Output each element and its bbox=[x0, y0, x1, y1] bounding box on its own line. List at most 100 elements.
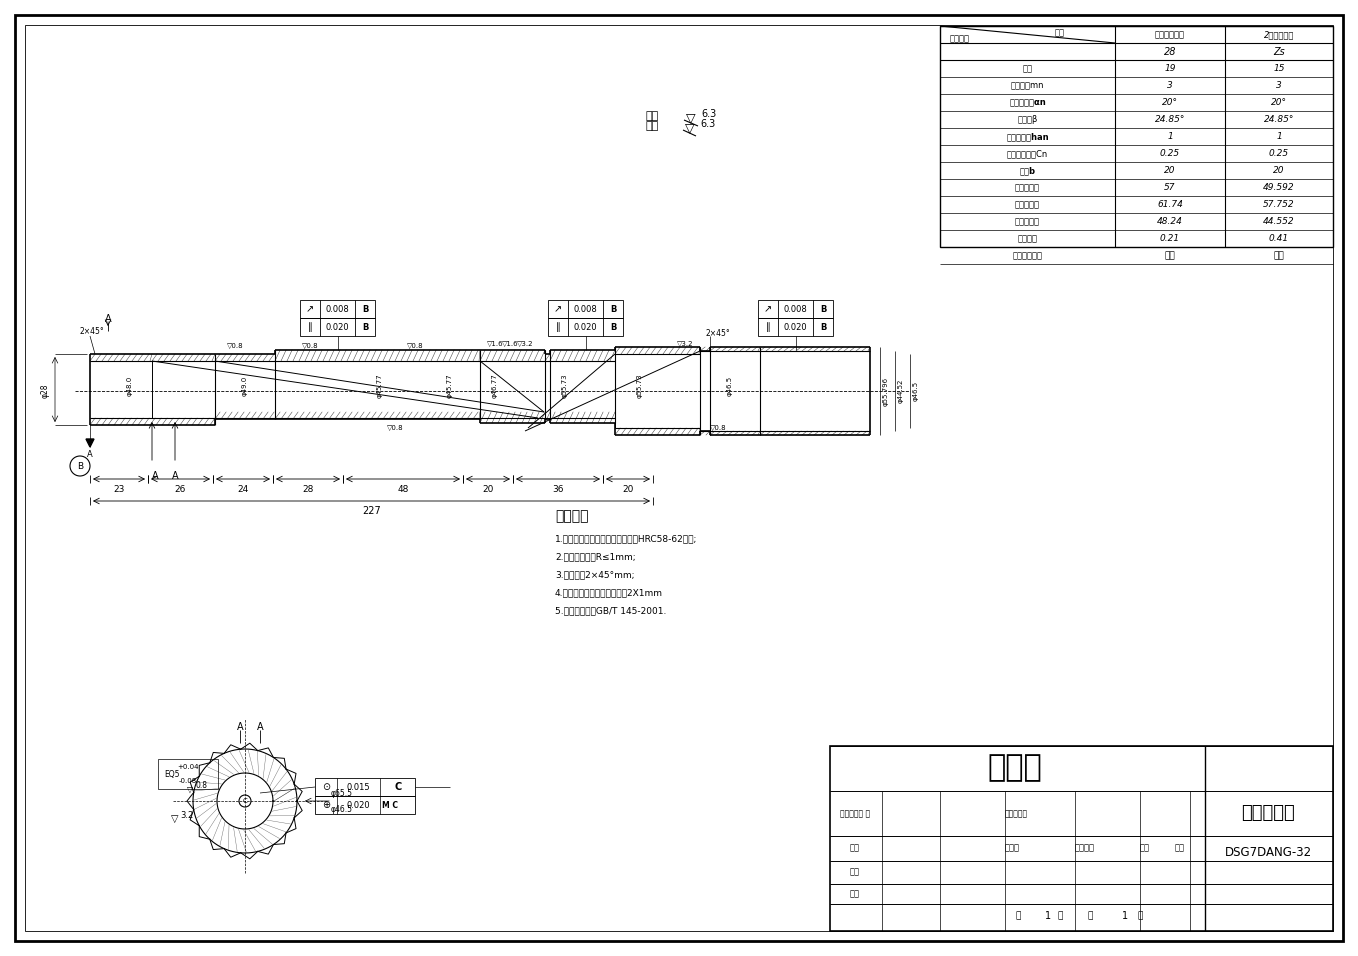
Text: 24.85°: 24.85° bbox=[1154, 115, 1186, 124]
Text: B: B bbox=[361, 322, 368, 332]
Text: 48: 48 bbox=[398, 485, 409, 493]
Text: 1.齿轮轴渗碳后表面淬火处理硬度HRC58-62之间;: 1.齿轮轴渗碳后表面淬火处理硬度HRC58-62之间; bbox=[555, 534, 698, 544]
Text: 更改文件号: 更改文件号 bbox=[1005, 810, 1028, 818]
Text: 法面压力角αn: 法面压力角αn bbox=[1009, 98, 1046, 107]
Text: ⊕: ⊕ bbox=[322, 800, 330, 810]
Text: -0.08: -0.08 bbox=[179, 778, 197, 784]
Text: 1: 1 bbox=[1044, 911, 1051, 921]
Text: 1: 1 bbox=[1277, 132, 1282, 141]
Text: 5.两端中心孔按GB/T 145-2001.: 5.两端中心孔按GB/T 145-2001. bbox=[555, 606, 667, 616]
Text: 2×45°: 2×45° bbox=[706, 329, 731, 337]
Text: 0.008: 0.008 bbox=[573, 305, 598, 314]
Text: 标准化: 标准化 bbox=[1005, 843, 1020, 853]
Text: φ45.77: φ45.77 bbox=[447, 374, 454, 399]
Text: 0.020: 0.020 bbox=[573, 322, 596, 332]
Text: 阶段标记: 阶段标记 bbox=[1076, 843, 1095, 853]
Text: 齿轮参数: 齿轮参数 bbox=[951, 34, 970, 44]
Bar bbox=[315, 796, 416, 814]
Text: 28: 28 bbox=[303, 485, 314, 493]
Text: ↗: ↗ bbox=[765, 304, 773, 314]
Text: C: C bbox=[243, 798, 247, 804]
Text: 36: 36 bbox=[553, 485, 564, 493]
Text: ∥: ∥ bbox=[307, 322, 312, 332]
Text: φ48.0: φ48.0 bbox=[128, 376, 133, 396]
Text: B: B bbox=[820, 305, 826, 314]
Text: φ55.73: φ55.73 bbox=[637, 374, 642, 399]
Text: 张: 张 bbox=[1058, 911, 1063, 921]
Text: Zs: Zs bbox=[1274, 47, 1285, 56]
Text: A: A bbox=[87, 449, 92, 459]
Text: ▽0.8: ▽0.8 bbox=[301, 342, 318, 348]
Text: 0.020: 0.020 bbox=[325, 322, 349, 332]
Bar bbox=[830, 746, 1334, 931]
Bar bbox=[158, 759, 219, 789]
Text: φ49.0: φ49.0 bbox=[242, 376, 249, 396]
Bar bbox=[940, 26, 1334, 247]
Text: 工艺: 工艺 bbox=[850, 889, 860, 899]
Text: ▽3.2: ▽3.2 bbox=[676, 340, 693, 346]
Text: 0.020: 0.020 bbox=[346, 800, 369, 810]
Text: 2.未注圆角半径R≤1mm;: 2.未注圆角半径R≤1mm; bbox=[555, 553, 636, 561]
Text: 左旋: 左旋 bbox=[1274, 251, 1285, 260]
Text: 20°: 20° bbox=[1271, 98, 1287, 107]
Text: DSG7DANG-32: DSG7DANG-32 bbox=[1225, 846, 1312, 859]
Text: 24.85°: 24.85° bbox=[1264, 115, 1294, 124]
Text: ∥: ∥ bbox=[766, 322, 770, 332]
Bar bbox=[315, 778, 416, 796]
Text: 齿轮精度方向: 齿轮精度方向 bbox=[1013, 251, 1043, 260]
Text: 第: 第 bbox=[1088, 911, 1093, 921]
Text: ▽3.2: ▽3.2 bbox=[517, 340, 534, 346]
Text: 空心输入轴: 空心输入轴 bbox=[1241, 804, 1296, 822]
Text: 6.3: 6.3 bbox=[701, 109, 716, 119]
Text: ▽0.8: ▽0.8 bbox=[710, 424, 727, 430]
Text: B: B bbox=[77, 462, 83, 470]
Text: φ46.5: φ46.5 bbox=[331, 805, 353, 814]
Text: 法面顶隙系数Cn: 法面顶隙系数Cn bbox=[1006, 149, 1048, 158]
Text: 3: 3 bbox=[1167, 81, 1173, 90]
Text: ▽0.8: ▽0.8 bbox=[227, 342, 243, 348]
Text: 2档主动齿轮: 2档主动齿轮 bbox=[1264, 30, 1294, 39]
Text: 比例: 比例 bbox=[1175, 843, 1186, 853]
Text: 0.008: 0.008 bbox=[325, 305, 349, 314]
Text: B: B bbox=[361, 305, 368, 314]
Text: M C: M C bbox=[382, 800, 398, 810]
Text: ⊙: ⊙ bbox=[322, 782, 330, 792]
Bar bbox=[758, 300, 832, 318]
Text: ∥: ∥ bbox=[555, 322, 561, 332]
Text: 法面模数mn: 法面模数mn bbox=[1010, 81, 1044, 90]
Text: 左旋: 左旋 bbox=[1165, 251, 1176, 260]
Text: 20°: 20° bbox=[1162, 98, 1177, 107]
Bar bbox=[758, 318, 832, 336]
Text: 螺旋角β: 螺旋角β bbox=[1017, 115, 1038, 124]
Text: 齿轮: 齿轮 bbox=[1055, 29, 1065, 37]
Text: +0.04: +0.04 bbox=[178, 764, 198, 770]
Text: 20: 20 bbox=[1164, 166, 1176, 175]
Text: φ45.77: φ45.77 bbox=[378, 374, 383, 399]
Text: φ44.52: φ44.52 bbox=[898, 379, 904, 403]
Bar bbox=[549, 300, 623, 318]
Text: 齿顶高系数han: 齿顶高系数han bbox=[1006, 132, 1048, 141]
Text: ▽0.8: ▽0.8 bbox=[387, 424, 403, 430]
Text: 0.008: 0.008 bbox=[784, 305, 807, 314]
Text: 20: 20 bbox=[622, 485, 634, 493]
Text: 0.8: 0.8 bbox=[196, 781, 206, 791]
Text: B: B bbox=[610, 305, 617, 314]
Text: 19: 19 bbox=[1164, 64, 1176, 73]
Text: 3: 3 bbox=[1277, 81, 1282, 90]
Text: φ46.77: φ46.77 bbox=[492, 374, 498, 399]
Text: A: A bbox=[171, 471, 178, 481]
Text: EQ5: EQ5 bbox=[164, 770, 179, 778]
Text: 齿宽b: 齿宽b bbox=[1020, 166, 1036, 175]
Text: φ28: φ28 bbox=[41, 383, 49, 399]
Text: ▽: ▽ bbox=[171, 814, 179, 824]
Text: A: A bbox=[152, 471, 159, 481]
Text: 齿顶圆直径: 齿顶圆直径 bbox=[1014, 200, 1040, 209]
Text: 44.552: 44.552 bbox=[1263, 217, 1294, 226]
Text: 26: 26 bbox=[175, 485, 186, 493]
Polygon shape bbox=[86, 439, 94, 447]
Text: 齿数: 齿数 bbox=[1023, 64, 1032, 73]
Text: 20: 20 bbox=[1274, 166, 1285, 175]
Text: 0.015: 0.015 bbox=[346, 783, 369, 792]
Text: φ65.5: φ65.5 bbox=[331, 789, 353, 797]
Text: 57.752: 57.752 bbox=[1263, 200, 1294, 209]
